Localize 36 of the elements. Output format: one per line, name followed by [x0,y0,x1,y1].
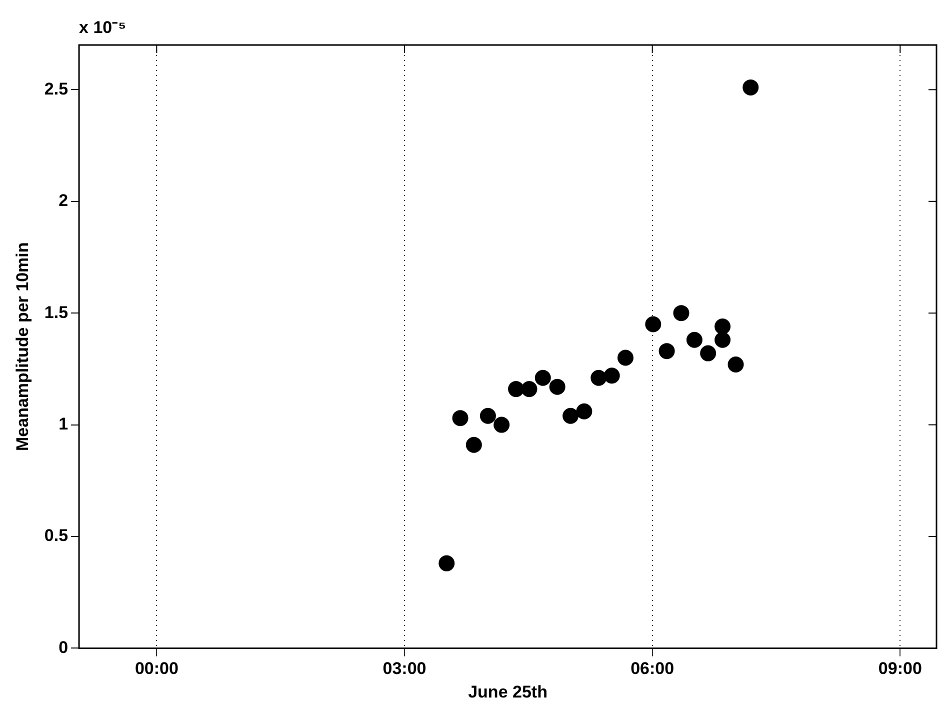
point [576,403,592,420]
x-tick-label: 09:00 [878,659,922,678]
point [728,356,744,372]
point [521,381,538,398]
point [466,436,482,453]
point [645,316,662,332]
point [742,79,759,96]
point [534,370,551,386]
point [508,381,524,398]
y-tick-label: 2 [58,191,68,210]
x-tick-label: 03:00 [382,659,426,678]
point [700,345,716,362]
point [452,410,468,426]
point [549,378,566,395]
point [686,332,702,348]
y-tick-label: 0.5 [44,526,68,546]
x-tick-label: 06:00 [630,659,674,678]
point [617,350,634,366]
point [658,343,675,360]
point [438,555,455,572]
point [562,408,579,424]
point [480,408,496,424]
point [714,332,731,348]
point [590,370,607,386]
y-tick-label: 1.5 [44,302,68,322]
y-tick-label: 0 [58,638,68,657]
y-tick-label: 1 [58,414,68,434]
x-tick-label: 00:00 [134,659,178,678]
point [494,416,510,433]
point [714,318,731,334]
y-axis-title: Meanamplitude per 10min [12,242,32,451]
x-axis-title: June 25th [468,682,548,702]
y-tick-label: 2.5 [44,79,68,98]
text: x 10⁻⁵ [79,18,126,38]
point [673,305,690,322]
point [604,368,620,384]
